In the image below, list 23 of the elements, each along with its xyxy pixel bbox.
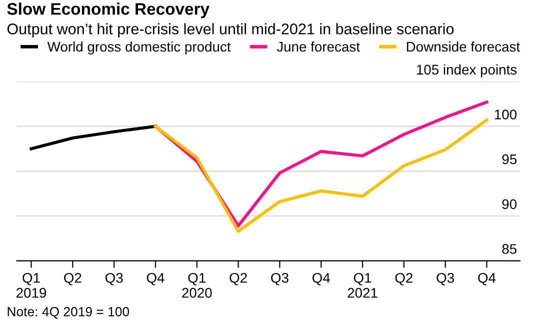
text: Note: 4Q 2019 = 100 xyxy=(8,307,130,319)
y-tick-label: 85 xyxy=(502,244,517,254)
x-tick-label: Q2 xyxy=(64,272,82,286)
x-tick-label: Q2 xyxy=(230,272,247,286)
legend-label: Downside forecast xyxy=(406,41,520,52)
x-tick-label: Q2 xyxy=(395,272,412,286)
x-tick-label: Q3 xyxy=(105,272,123,286)
chart-title: Slow Economic Recovery xyxy=(7,2,210,18)
y-tick-label: 105 index points xyxy=(417,64,517,78)
x-tick-label: Q1 2020 xyxy=(182,272,212,298)
chart-subtitle: Output won’t hit pre-crisis level until mid-2021 in baseline scenario xyxy=(7,23,454,38)
legend-label: World gross domestic product xyxy=(47,41,231,54)
y-tick-label: 95 xyxy=(502,154,517,164)
legend-label: June forecast xyxy=(276,41,360,52)
x-tick-label: Q4 xyxy=(478,272,496,286)
y-tick-label: 90 xyxy=(502,199,517,210)
x-tick-label: Q3 xyxy=(436,272,454,286)
x-tick-label: Q1 2019 xyxy=(16,272,46,298)
x-tick-label: Q4 xyxy=(312,272,330,286)
x-tick-label: Q3 xyxy=(271,272,288,286)
y-tick-label: 100 xyxy=(494,110,517,120)
x-tick-label: Q1 2021 xyxy=(348,272,378,298)
x-tick-label: Q4 xyxy=(146,272,164,286)
